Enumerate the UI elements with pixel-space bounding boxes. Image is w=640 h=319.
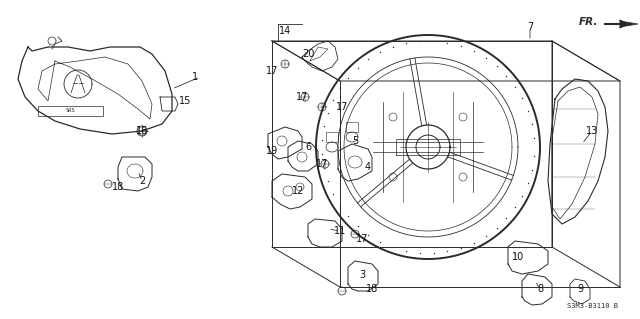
Text: 4: 4 — [365, 162, 371, 172]
Text: 16: 16 — [136, 126, 148, 136]
Text: 8: 8 — [537, 284, 543, 294]
Text: 12: 12 — [292, 186, 304, 196]
Text: 2: 2 — [139, 176, 145, 186]
Text: 10: 10 — [512, 252, 524, 262]
Text: 18: 18 — [366, 284, 378, 294]
Text: 17: 17 — [336, 102, 348, 112]
Text: 17: 17 — [356, 234, 368, 244]
Text: 7: 7 — [527, 22, 533, 32]
Text: 13: 13 — [586, 126, 598, 136]
Text: 1: 1 — [192, 72, 198, 82]
Text: 20: 20 — [302, 49, 314, 59]
Text: 9: 9 — [577, 284, 583, 294]
Bar — [326, 132, 338, 142]
Text: 17: 17 — [316, 159, 328, 169]
Text: 6: 6 — [305, 142, 311, 152]
Text: 17: 17 — [266, 66, 278, 76]
Bar — [38, 106, 103, 116]
Polygon shape — [620, 21, 638, 27]
Text: 17: 17 — [296, 92, 308, 102]
Text: 5: 5 — [352, 136, 358, 146]
Bar — [346, 122, 358, 132]
Text: SRS: SRS — [65, 108, 75, 114]
Text: 19: 19 — [266, 146, 278, 156]
Text: S3M3-B3110 B: S3M3-B3110 B — [567, 303, 618, 309]
Text: 11: 11 — [334, 226, 346, 236]
Text: 18: 18 — [112, 182, 124, 192]
Text: 15: 15 — [179, 96, 191, 106]
Text: 14: 14 — [279, 26, 291, 36]
Text: 3: 3 — [359, 270, 365, 280]
Text: FR.: FR. — [579, 17, 598, 27]
